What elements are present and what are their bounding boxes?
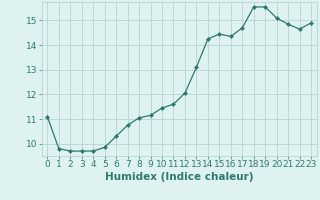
X-axis label: Humidex (Indice chaleur): Humidex (Indice chaleur) — [105, 172, 253, 182]
